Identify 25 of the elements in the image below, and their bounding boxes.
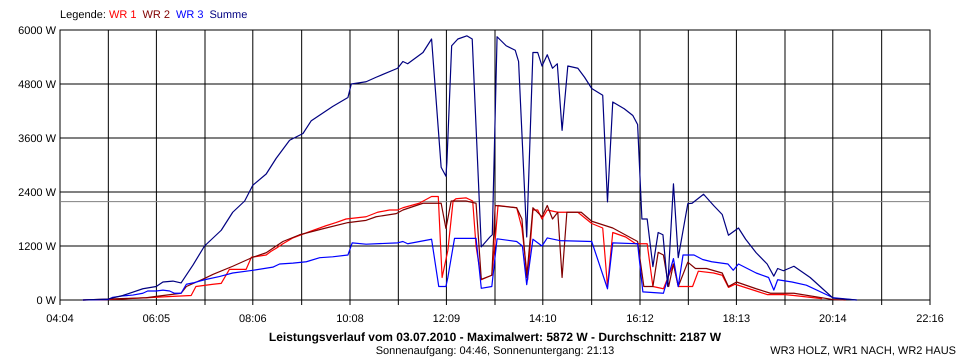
y-tick-label: 6000 W — [18, 25, 57, 37]
y-tick-label: 2400 W — [18, 187, 57, 199]
y-tick-label: 4800 W — [18, 79, 57, 91]
x-tick-label: 04:04 — [46, 313, 74, 325]
text: WR3 HOLZ, WR1 NACH, WR2 HAUS — [770, 345, 956, 357]
x-tick-label: 22:16 — [916, 313, 944, 325]
text: Leistungsverlauf vom 03.07.2010 - Maximalwert: 5872 W - Durchschnitt: 2187 W — [268, 330, 722, 344]
legend-title: Legende: — [60, 9, 109, 21]
x-tick-label: 16:12 — [626, 313, 654, 325]
text: WR 2 — [142, 9, 170, 21]
text: Summe — [209, 9, 248, 21]
text: WR 1 — [108, 9, 136, 21]
x-tick-label: 06:05 — [142, 313, 170, 325]
text: Sonnenaufgang: 04:46, Sonnenuntergang: 21:13 — [376, 345, 614, 357]
y-tick-label: 1200 W — [18, 241, 57, 253]
x-tick-label: 20:14 — [819, 313, 847, 325]
x-tick-label: 14:10 — [529, 313, 557, 325]
y-tick-label: 3600 W — [18, 133, 57, 145]
text: WR 3 — [176, 9, 204, 21]
x-tick-label: 12:09 — [432, 313, 460, 325]
x-tick-label: 18:13 — [722, 313, 750, 325]
y-tick-label: 0 W — [36, 295, 57, 307]
line-series — [82, 35, 858, 301]
x-tick-label: 10:08 — [336, 313, 364, 325]
x-tick-label: 08:06 — [239, 313, 267, 325]
